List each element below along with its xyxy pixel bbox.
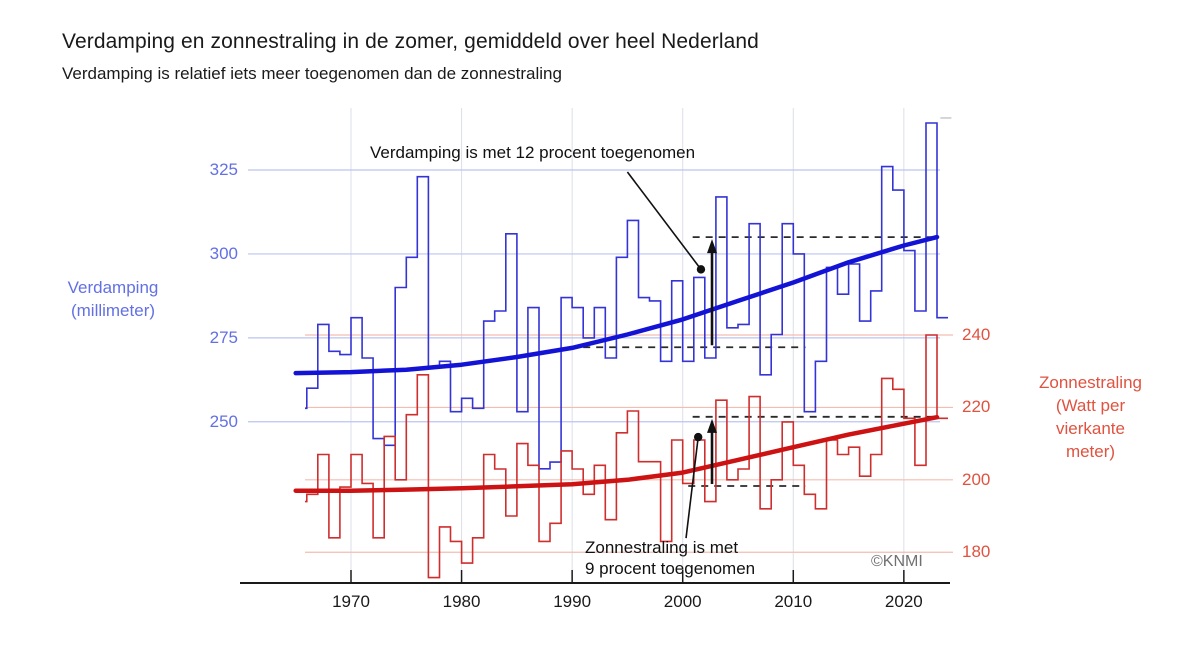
x-tick-1990: 1990 bbox=[553, 592, 592, 611]
annotation-verdamping: Verdamping is met 12 procent toegenomen bbox=[370, 143, 696, 162]
annotation-zonnestraling: Zonnestraling is met 9 procent toegenome… bbox=[585, 537, 755, 579]
left-axis-title-line2: (millimeter) bbox=[70, 301, 156, 320]
right-tick-220: 220 bbox=[962, 397, 991, 417]
zonnestraling-trend-trendline bbox=[293, 414, 940, 493]
annotation-zonnestraling-line1: Zonnestraling is met bbox=[585, 538, 739, 557]
page-title: Verdamping en zonnestraling in de zomer,… bbox=[62, 30, 759, 53]
annotation-zonnestraling-line2: 9 procent toegenomen bbox=[585, 559, 756, 578]
x-tick-1980: 1980 bbox=[442, 592, 481, 611]
increase-arrow-head-right bbox=[707, 418, 718, 433]
callout-line-left bbox=[626, 171, 702, 270]
data-series bbox=[293, 117, 952, 579]
callout-dot-left bbox=[696, 265, 706, 274]
right-tick-240: 240 bbox=[962, 325, 991, 344]
knmi-watermark: ©KNMI bbox=[871, 553, 923, 570]
verdamping-jaarlijks-stepline bbox=[305, 122, 948, 470]
vertical-gridlines bbox=[350, 108, 905, 583]
x-tick-1970: 1970 bbox=[332, 592, 370, 611]
verdamping-trend-trendline bbox=[293, 234, 940, 376]
left-tick-275: 275 bbox=[209, 327, 238, 347]
right-axis-title-line2: (Watt per bbox=[1055, 396, 1126, 415]
increase-arrow-head-left bbox=[707, 239, 718, 254]
right-axis-title-line3: vierkante bbox=[1056, 419, 1125, 438]
right-axis-title-line1: Zonnestraling bbox=[1038, 373, 1142, 392]
callout-line-right bbox=[685, 437, 699, 539]
horizontal-gridlines bbox=[248, 169, 953, 553]
left-tick-250: 250 bbox=[209, 411, 238, 431]
right-axis-title: Zonnestraling (Watt per vierkante meter) bbox=[1018, 371, 1163, 463]
right-axis-title-line4: meter) bbox=[1065, 442, 1116, 461]
right-tick-180: 180 bbox=[962, 542, 991, 562]
zonnestraling-jaarlijks-stepline bbox=[305, 334, 948, 579]
x-tick-2020: 2020 bbox=[884, 592, 923, 611]
left-axis-title-line1: Verdamping bbox=[67, 278, 159, 297]
callout-dot-right bbox=[693, 432, 703, 442]
left-tick-300: 300 bbox=[209, 243, 238, 263]
x-tick-2000: 2000 bbox=[663, 592, 702, 611]
page-subtitle: Verdamping is relatief iets meer toegeno… bbox=[62, 64, 562, 83]
left-axis-title: Verdamping (millimeter) bbox=[38, 276, 188, 322]
x-tick-2010: 2010 bbox=[774, 592, 813, 611]
right-tick-200: 200 bbox=[962, 469, 991, 489]
x-axis bbox=[240, 570, 950, 584]
dashed-reference-lines bbox=[583, 236, 938, 487]
annotation-arrows bbox=[626, 171, 718, 539]
left-tick-325: 325 bbox=[209, 160, 238, 179]
